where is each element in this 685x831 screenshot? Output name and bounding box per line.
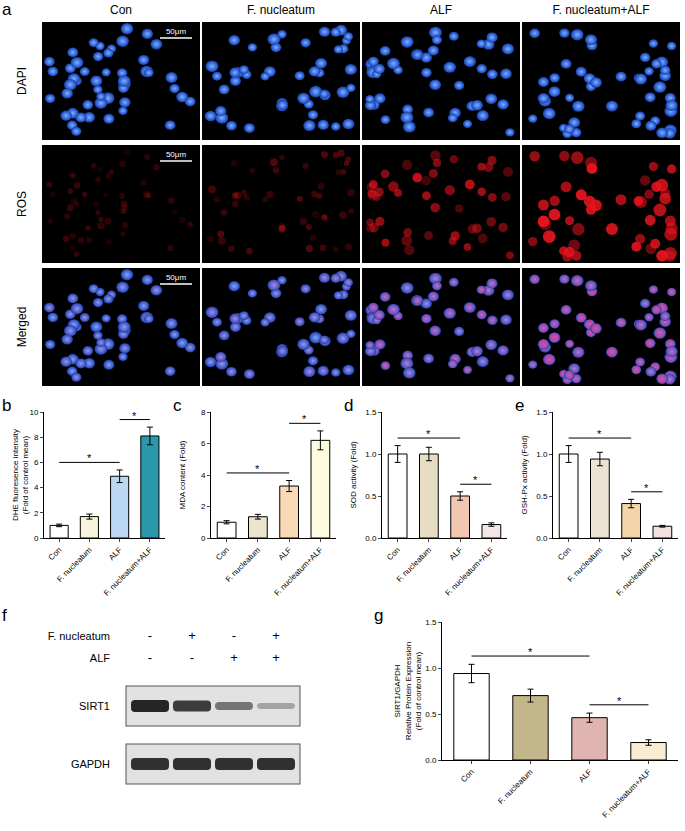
svg-text:F. nucleatum+ALF: F. nucleatum+ALF [273, 545, 325, 597]
svg-text:*: * [132, 410, 137, 422]
svg-text:ALF: ALF [430, 3, 452, 17]
svg-text:ALF: ALF [577, 767, 594, 784]
svg-text:-: - [232, 628, 236, 643]
svg-text:F. nucleatum: F. nucleatum [55, 545, 94, 584]
html-text:c: c [173, 396, 182, 415]
svg-text:DAPI: DAPI [15, 67, 29, 95]
svg-text:DHE fluoresence intensity(Fold: DHE fluoresence intensity(Fold of contro… [11, 429, 30, 521]
svg-text:4: 4 [201, 471, 206, 480]
svg-text:8: 8 [201, 408, 206, 417]
svg-text:*: * [528, 646, 533, 658]
svg-text:F. nucleatum+ALF: F. nucleatum+ALF [615, 545, 667, 597]
svg-text:2: 2 [34, 509, 39, 518]
svg-text:0: 0 [201, 534, 206, 543]
svg-text:1.5: 1.5 [365, 408, 377, 417]
svg-text:0: 0 [34, 534, 39, 543]
svg-text:*: * [87, 452, 92, 464]
svg-text:GAPDH: GAPDH [71, 758, 110, 770]
svg-text:50μm: 50μm [166, 273, 187, 282]
svg-text:Merged: Merged [15, 307, 29, 348]
svg-text:ALF: ALF [619, 545, 636, 562]
svg-text:F. nucleatum+ALF: F. nucleatum+ALF [444, 545, 496, 597]
svg-text:0.0: 0.0 [425, 756, 437, 765]
svg-text:F. nucleatum: F. nucleatum [48, 630, 110, 642]
svg-text:*: * [426, 428, 431, 440]
svg-text:F. nucleatum: F. nucleatum [224, 545, 263, 584]
svg-text:50μm: 50μm [166, 27, 187, 36]
svg-text:+: + [272, 628, 280, 643]
svg-text:1.0: 1.0 [425, 664, 437, 673]
svg-text:F. nucleatum: F. nucleatum [566, 545, 605, 584]
html-text:d: d [344, 396, 354, 415]
svg-text:*: * [644, 482, 649, 494]
svg-text:1.5: 1.5 [425, 618, 437, 627]
svg-text:Con: Con [556, 545, 573, 562]
svg-text:Con: Con [214, 545, 231, 562]
svg-text:F. nucleatum: F. nucleatum [247, 3, 315, 17]
svg-text:+: + [272, 650, 280, 665]
html-text:b: b [2, 396, 12, 415]
svg-text:4: 4 [34, 483, 39, 492]
svg-text:SIRT1/GAPDHRelative Protein Ex: SIRT1/GAPDHRelative Protein Expression(F… [393, 642, 423, 740]
svg-text:+: + [188, 628, 196, 643]
svg-text:SOD activity (Fold): SOD activity (Fold) [349, 441, 358, 508]
svg-text:*: * [302, 413, 307, 425]
svg-text:Con: Con [110, 3, 132, 17]
svg-text:ALF: ALF [107, 545, 124, 562]
svg-text:*: * [617, 695, 622, 707]
svg-text:ALF: ALF [90, 652, 110, 664]
svg-text:*: * [255, 463, 260, 475]
svg-text:1.5: 1.5 [536, 408, 548, 417]
svg-text:-: - [148, 650, 152, 665]
svg-text:2: 2 [201, 502, 206, 511]
svg-text:F. nucleatum: F. nucleatum [496, 767, 535, 806]
svg-text:*: * [597, 428, 602, 440]
html-text:f: f [2, 606, 7, 625]
svg-text:1.0: 1.0 [536, 450, 548, 459]
svg-text:50μm: 50μm [166, 150, 187, 159]
svg-text:Con: Con [47, 545, 64, 562]
svg-text:-: - [190, 650, 194, 665]
svg-text:F. nucleatum+ALF: F. nucleatum+ALF [552, 3, 649, 17]
svg-text:0.5: 0.5 [425, 710, 437, 719]
svg-text:8: 8 [34, 433, 39, 442]
svg-text:*: * [473, 474, 478, 486]
svg-text:0.5: 0.5 [365, 492, 377, 501]
svg-text:SIRT1: SIRT1 [79, 700, 110, 712]
svg-text:GSH-Px activity (Fold): GSH-Px activity (Fold) [520, 435, 529, 514]
svg-text:0.0: 0.0 [536, 534, 548, 543]
svg-text:ROS: ROS [15, 191, 29, 217]
svg-text:MDA content (Fold): MDA content (Fold) [178, 440, 187, 509]
svg-text:ALF: ALF [277, 545, 294, 562]
svg-text:F. nucleatum+ALF: F. nucleatum+ALF [102, 545, 154, 597]
html-text:g: g [374, 606, 384, 625]
svg-text:F. nucleatum+ALF: F. nucleatum+ALF [601, 767, 653, 819]
svg-text:-: - [148, 628, 152, 643]
svg-text:0.5: 0.5 [536, 492, 548, 501]
svg-text:Con: Con [385, 545, 402, 562]
svg-text:ALF: ALF [448, 545, 465, 562]
svg-text:6: 6 [201, 439, 206, 448]
svg-text:+: + [230, 650, 238, 665]
svg-text:1.0: 1.0 [365, 450, 377, 459]
svg-text:10: 10 [29, 408, 38, 417]
html-text:a: a [2, 0, 12, 19]
svg-text:F. nucleatum: F. nucleatum [395, 545, 434, 584]
svg-text:0.0: 0.0 [365, 534, 377, 543]
svg-text:6: 6 [34, 458, 39, 467]
html-text:e: e [515, 396, 525, 415]
svg-text:Con: Con [459, 767, 476, 784]
